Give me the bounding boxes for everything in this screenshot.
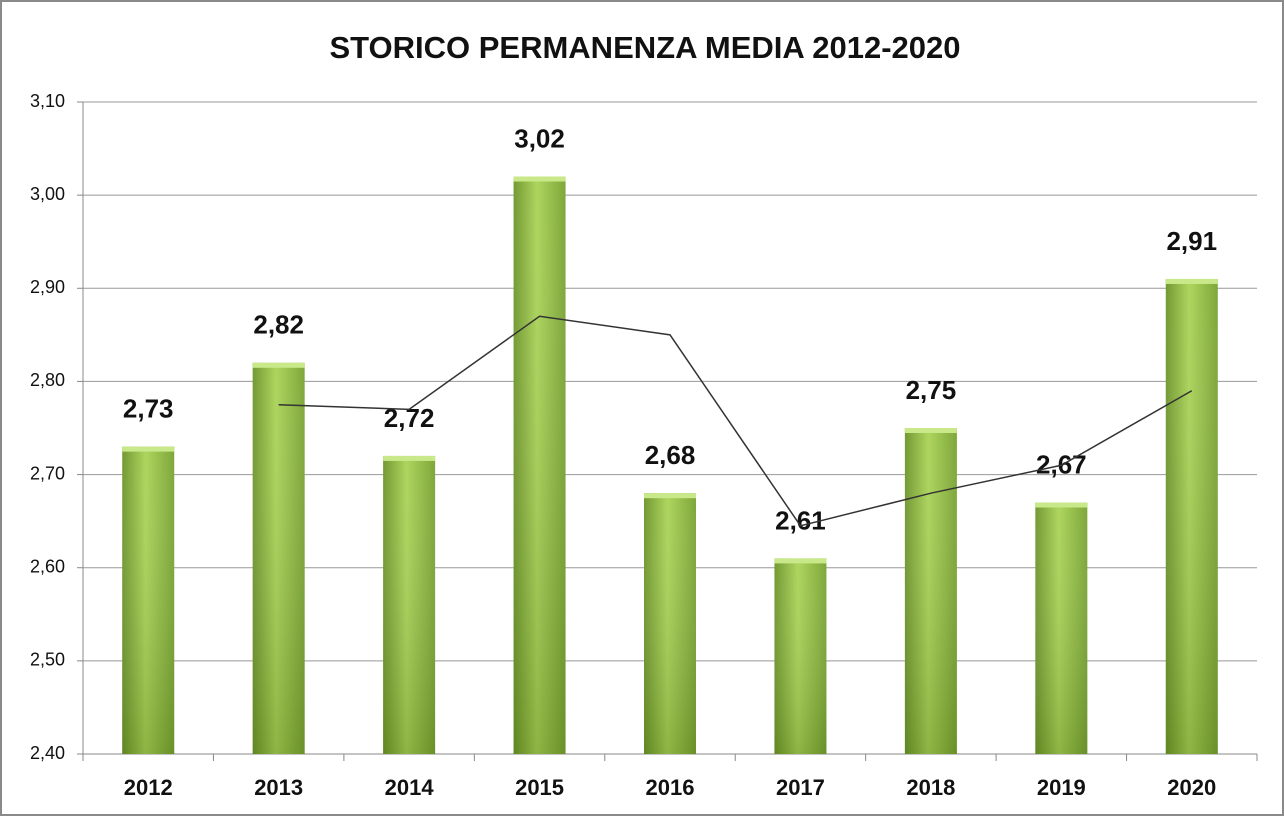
y-tick-label: 2,70 [30,463,65,483]
bar-shade [774,558,827,754]
x-tick-label: 2013 [254,775,303,800]
bar-cap [513,176,566,182]
bar-cap [1165,278,1218,284]
bar-cap [774,558,827,564]
trend-line [278,315,1193,527]
y-tick-label: 2,40 [30,743,65,763]
bar-shade [513,176,566,754]
y-tick-label: 2,80 [30,370,65,390]
bar-cap [252,362,305,368]
y-tick-label: 3,00 [30,184,65,204]
x-tick-label: 2019 [1037,775,1086,800]
x-tick-label: 2020 [1167,775,1216,800]
value-label: 2,75 [906,375,957,405]
bar-cap [383,455,436,461]
bar-shade [383,455,436,754]
bar-shade [122,446,175,754]
y-tick-label: 3,10 [30,91,65,111]
bar-shade [644,493,696,754]
bar-shade [1035,502,1088,754]
y-tick-label: 2,90 [30,277,65,297]
x-tick-label: 2017 [776,775,825,800]
bar-cap [904,428,957,433]
bar-cap [1035,502,1088,508]
bar-cap [644,493,696,499]
value-label: 2,73 [123,394,174,424]
value-label: 2,61 [775,505,826,535]
value-label: 2,67 [1036,449,1087,479]
value-label: 2,82 [253,310,304,340]
x-tick-label: 2018 [906,775,955,800]
bar-cap [122,446,175,452]
bar-shade [252,362,305,754]
bar-shade [904,428,957,754]
y-tick-label: 2,60 [30,556,65,576]
x-tick-label: 2014 [385,775,435,800]
bar-shade [1165,278,1218,754]
value-label: 2,91 [1166,226,1217,256]
value-label: 2,72 [384,403,435,433]
value-label: 2,68 [645,440,696,470]
x-tick-label: 2012 [124,775,173,800]
y-tick-label: 2,50 [30,650,65,670]
value-label: 3,02 [514,123,565,153]
x-tick-label: 2015 [515,775,564,800]
x-tick-label: 2016 [646,775,695,800]
chart-title: STORICO PERMANENZA MEDIA 2012-2020 [329,30,960,65]
